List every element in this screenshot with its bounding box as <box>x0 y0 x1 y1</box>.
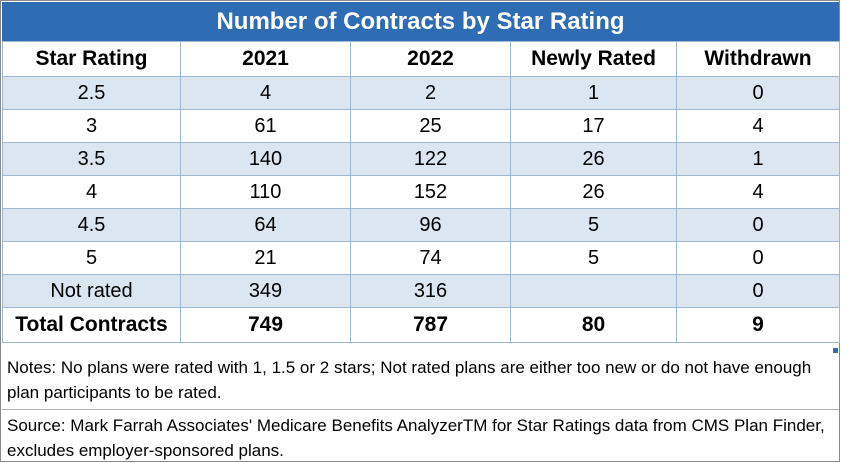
table-cell: 64 <box>180 208 351 242</box>
table-cell: 0 <box>676 274 840 308</box>
header-row: Star Rating 2021 2022 Newly Rated Withdr… <box>2 41 840 77</box>
table-cell: 4 <box>676 175 840 209</box>
table-cell: 74 <box>350 241 511 275</box>
table-cell: 2 <box>350 76 511 110</box>
total-cell: 80 <box>510 307 677 343</box>
table-cell: 3.5 <box>2 142 181 176</box>
cell-resize-handle <box>833 348 838 353</box>
total-cell: 749 <box>180 307 351 343</box>
table-cell: 96 <box>350 208 511 242</box>
total-cell: 9 <box>676 307 840 343</box>
table-title: Number of Contracts by Star Rating <box>2 2 839 41</box>
table-cell: Not rated <box>2 274 181 308</box>
table-cell: 4 <box>676 109 840 143</box>
table-cell: 110 <box>180 175 351 209</box>
table-row: 2.5 4 2 1 0 <box>2 76 840 110</box>
table-cell: 26 <box>510 142 677 176</box>
table-cell: 152 <box>350 175 511 209</box>
column-header: 2022 <box>350 41 511 77</box>
table-row: Not rated 349 316 0 <box>2 274 840 308</box>
table-cell: 5 <box>2 241 181 275</box>
table-cell <box>510 274 677 308</box>
table-row: 4.5 64 96 5 0 <box>2 208 840 242</box>
table-cell: 1 <box>676 142 840 176</box>
table-row: 4 110 152 26 4 <box>2 175 840 209</box>
table-cell: 3 <box>2 109 181 143</box>
total-cell: 787 <box>350 307 511 343</box>
table-cell: 0 <box>676 76 840 110</box>
column-header: Withdrawn <box>676 41 840 77</box>
table-cell: 61 <box>180 109 351 143</box>
total-cell: Total Contracts <box>2 307 181 343</box>
table-cell: 17 <box>510 109 677 143</box>
table-cell: 4 <box>180 76 351 110</box>
table-cell: 26 <box>510 175 677 209</box>
table-cell: 140 <box>180 142 351 176</box>
table-cell: 4.5 <box>2 208 181 242</box>
table-cell: 1 <box>510 76 677 110</box>
total-row: Total Contracts 749 787 80 9 <box>2 307 840 343</box>
table-cell: 4 <box>2 175 181 209</box>
contracts-table: Star Rating 2021 2022 Newly Rated Withdr… <box>2 41 840 343</box>
table-source: Source: Mark Farrah Associates' Medicare… <box>7 416 825 460</box>
table-notes: Notes: No plans were rated with 1, 1.5 o… <box>2 353 839 410</box>
table-row: 3 61 25 17 4 <box>2 109 840 143</box>
table-cell: 25 <box>350 109 511 143</box>
table-cell: 21 <box>180 241 351 275</box>
column-header: Star Rating <box>2 41 181 77</box>
column-header: Newly Rated <box>510 41 677 77</box>
table-row: 3.5 140 122 26 1 <box>2 142 840 176</box>
column-header: 2021 <box>180 41 351 77</box>
table-cell: 2.5 <box>2 76 181 110</box>
table-cell: 5 <box>510 241 677 275</box>
table-cell: 0 <box>676 241 840 275</box>
table-cell: 5 <box>510 208 677 242</box>
table-row: 5 21 74 5 0 <box>2 241 840 275</box>
table-cell: 122 <box>350 142 511 176</box>
table-cell: 316 <box>350 274 511 308</box>
table-cell: 0 <box>676 208 840 242</box>
table-cell: 349 <box>180 274 351 308</box>
